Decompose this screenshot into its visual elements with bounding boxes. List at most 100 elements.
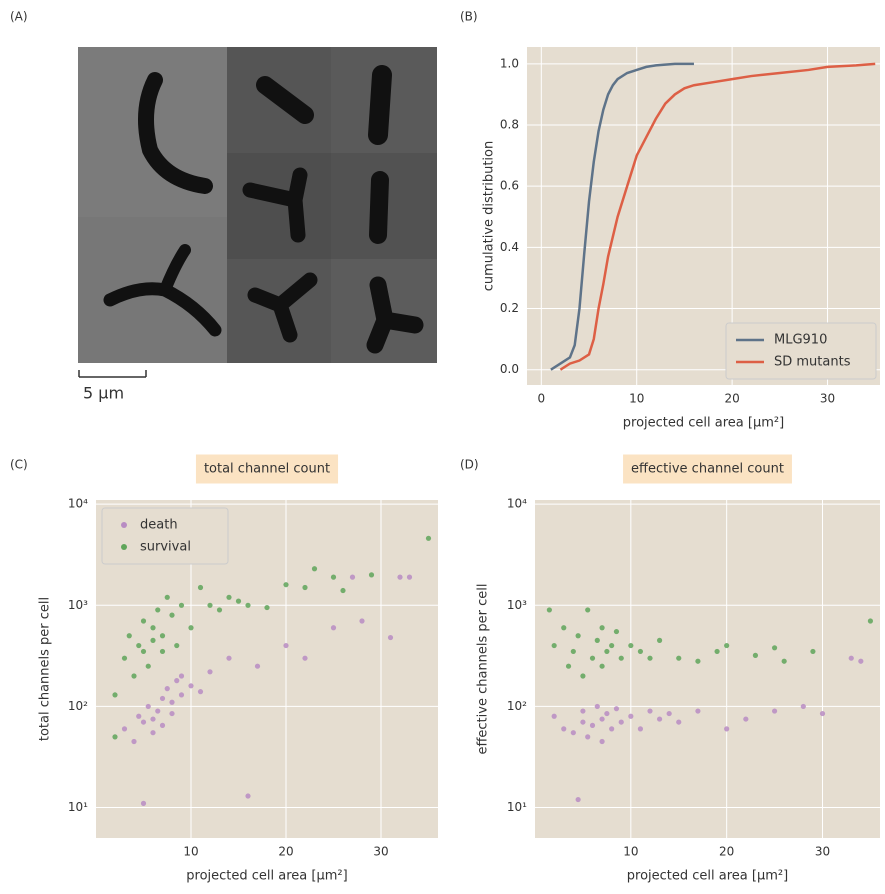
point <box>628 713 634 719</box>
point <box>604 710 610 717</box>
point <box>159 722 166 728</box>
point <box>676 655 682 661</box>
point <box>197 689 204 695</box>
point <box>349 574 356 580</box>
point <box>618 655 624 661</box>
chart-title: total channel count <box>204 462 330 477</box>
point <box>140 648 147 655</box>
point <box>188 625 194 631</box>
y-tick-label: 10² <box>507 699 527 713</box>
point <box>136 642 142 649</box>
point <box>570 648 576 655</box>
point <box>226 655 232 661</box>
point <box>197 584 204 591</box>
point <box>174 678 180 684</box>
point <box>155 607 161 613</box>
point <box>131 673 137 679</box>
point <box>609 726 615 732</box>
point <box>580 708 586 714</box>
point <box>245 602 251 608</box>
micrographs <box>78 47 437 363</box>
point <box>551 713 557 719</box>
point <box>613 706 620 712</box>
legend-label: survival <box>140 540 191 555</box>
point <box>561 625 567 631</box>
point <box>599 663 605 669</box>
point <box>781 658 787 664</box>
point <box>599 625 605 631</box>
point <box>174 642 180 649</box>
point <box>589 655 596 661</box>
point <box>368 572 375 578</box>
y-tick-label: 10¹ <box>68 800 88 814</box>
point <box>178 692 185 698</box>
point <box>594 637 600 643</box>
x-tick-label: 10 <box>183 845 198 859</box>
point <box>628 642 634 649</box>
point <box>618 719 624 725</box>
point <box>551 642 557 649</box>
point <box>425 535 432 541</box>
chart-title: effective channel count <box>631 462 784 477</box>
y-tick-label: 10³ <box>68 598 88 612</box>
point <box>810 648 816 655</box>
point <box>140 618 147 624</box>
point <box>359 618 365 624</box>
y-tick-label: 10⁴ <box>68 497 88 511</box>
point <box>330 625 337 631</box>
x-axis-label: projected cell area [μm²] <box>627 869 788 884</box>
point <box>580 673 586 679</box>
point <box>330 574 337 580</box>
point <box>637 726 644 732</box>
y-tick-label: 0.4 <box>500 240 519 254</box>
point <box>164 594 170 600</box>
point <box>609 642 615 649</box>
x-tick-label: 10 <box>629 392 644 406</box>
point <box>565 663 572 669</box>
point <box>169 612 175 618</box>
point <box>207 602 213 608</box>
point <box>647 655 653 661</box>
panel-label: (D) <box>460 458 479 472</box>
point <box>169 710 175 717</box>
point <box>121 655 128 661</box>
x-tick-label: 0 <box>537 392 545 406</box>
y-tick-label: 1.0 <box>500 56 519 70</box>
title-group: effective channel count <box>623 454 792 484</box>
x-tick-label: 10 <box>623 845 638 859</box>
y-axis-label: effective channels per cell <box>476 583 491 754</box>
legend-label: death <box>140 518 178 533</box>
point <box>570 730 576 736</box>
point <box>145 663 151 669</box>
point <box>637 648 644 655</box>
point <box>340 587 346 594</box>
y-tick-label: 10¹ <box>507 800 527 814</box>
title-group: total channel count <box>195 454 339 484</box>
y-tick-label: 0.6 <box>500 179 519 193</box>
point <box>771 708 778 714</box>
y-axis-label: cumulative distribution <box>482 141 497 291</box>
point <box>589 722 596 728</box>
point <box>188 683 194 689</box>
point <box>283 582 289 588</box>
point <box>159 648 166 655</box>
point <box>159 695 166 702</box>
legend-box <box>101 507 229 565</box>
point <box>207 669 213 675</box>
y-axis-label: total channels per cell <box>38 597 53 741</box>
series-line <box>559 62 876 371</box>
point <box>575 633 581 639</box>
point <box>159 633 166 639</box>
legend-swatch <box>121 522 127 528</box>
point <box>264 604 270 611</box>
point <box>580 719 586 725</box>
point <box>150 716 156 722</box>
point <box>666 710 672 717</box>
point <box>695 658 701 664</box>
point <box>245 793 251 799</box>
point <box>599 716 605 722</box>
plot-area <box>535 500 880 838</box>
point <box>164 686 170 692</box>
point <box>695 708 701 714</box>
